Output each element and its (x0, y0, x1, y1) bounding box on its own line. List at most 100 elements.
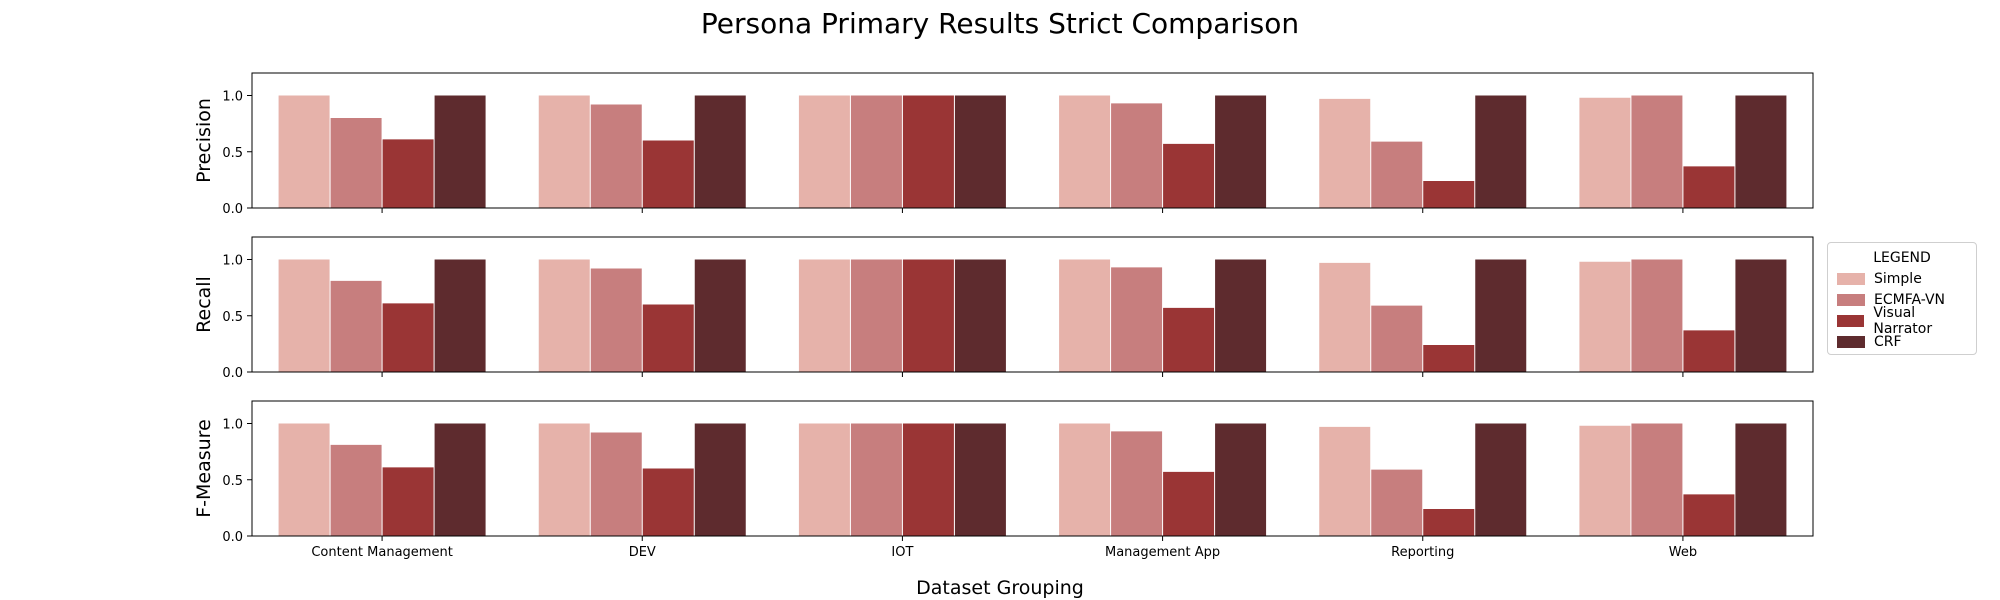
bar-recall-dev-ecmfa-vn (590, 268, 642, 372)
bar-f-measure-content-management-ecmfa-vn (330, 444, 382, 536)
bar-f-measure-management-app-simple (1059, 423, 1111, 536)
bar-precision-web-visual-narrator (1683, 166, 1735, 208)
panel-frame-f-measure (251, 400, 1814, 537)
bar-recall-iot-simple (798, 259, 850, 372)
y-axis-label-f-measure: F-Measure (193, 419, 215, 518)
y-tick-label-precision-0-0: 0.0 (222, 202, 243, 217)
y-tick-label-recall-0-0: 0.0 (222, 366, 243, 381)
bar-f-measure-content-management-simple (278, 423, 330, 536)
x-axis-label: Dataset Grouping (916, 577, 1084, 599)
bar-precision-iot-crf (954, 95, 1006, 208)
bar-recall-management-app-simple (1059, 259, 1111, 372)
bar-f-measure-management-app-ecmfa-vn (1111, 431, 1163, 536)
bar-precision-management-app-ecmfa-vn (1111, 103, 1163, 208)
x-tick-label-iot: IOT (891, 545, 913, 560)
bar-precision-dev-crf (694, 95, 746, 208)
bar-precision-reporting-ecmfa-vn (1371, 141, 1423, 208)
bar-precision-iot-simple (798, 95, 850, 208)
legend-item-simple: Simple (1828, 268, 1976, 289)
bar-recall-content-management-crf (434, 259, 486, 372)
bar-recall-iot-ecmfa-vn (850, 259, 902, 372)
legend-title: LEGEND (1873, 250, 1931, 266)
bar-recall-content-management-ecmfa-vn (330, 280, 382, 372)
y-tick-label-f-measure-0-5: 0.5 (222, 474, 243, 489)
bar-recall-reporting-visual-narrator (1423, 345, 1475, 372)
chart-title: Persona Primary Results Strict Compariso… (701, 7, 1299, 40)
legend-label-ecmfa-vn: ECMFA-VN (1874, 291, 1946, 308)
legend-item-visual-narrator: Visual Narrator (1828, 305, 1976, 337)
bar-f-measure-reporting-crf (1475, 423, 1527, 536)
panel-f-measure: 0.0 0.5 1.0 Content Management DEV IOT Managem… (193, 400, 1814, 560)
x-tick-label-reporting: Reporting (1391, 545, 1454, 560)
bar-f-measure-management-app-visual-narrator (1163, 471, 1215, 536)
x-tick-label-management-app: Management App (1105, 545, 1220, 560)
bar-precision-management-app-crf (1215, 95, 1267, 208)
bar-recall-content-management-visual-narrator (382, 303, 434, 372)
bar-precision-management-app-simple (1059, 95, 1111, 208)
x-tick-label-dev: DEV (629, 545, 656, 560)
bar-f-measure-dev-visual-narrator (642, 468, 694, 536)
bar-recall-management-app-visual-narrator (1163, 307, 1215, 372)
bar-recall-web-visual-narrator (1683, 330, 1735, 372)
bar-precision-reporting-simple (1319, 98, 1371, 208)
bar-f-measure-dev-ecmfa-vn (590, 432, 642, 536)
bar-precision-content-management-crf (434, 95, 486, 208)
bar-f-measure-reporting-simple (1319, 426, 1371, 536)
bar-precision-reporting-visual-narrator (1423, 181, 1475, 208)
bar-precision-reporting-crf (1475, 95, 1527, 208)
y-tick-label-recall-0-5: 0.5 (222, 310, 243, 325)
bar-f-measure-dev-crf (694, 423, 746, 536)
bar-f-measure-content-management-crf (434, 423, 486, 536)
bar-precision-dev-simple (538, 95, 590, 208)
bar-f-measure-iot-ecmfa-vn (850, 423, 902, 536)
legend-item-crf: CRF (1828, 331, 1976, 352)
bar-recall-iot-visual-narrator (902, 259, 954, 372)
bar-precision-content-management-visual-narrator (382, 139, 434, 208)
bar-f-measure-iot-visual-narrator (902, 423, 954, 536)
bar-f-measure-management-app-crf (1215, 423, 1267, 536)
bar-f-measure-web-visual-narrator (1683, 494, 1735, 536)
x-tick-label-web: Web (1669, 545, 1697, 560)
bar-recall-reporting-simple (1319, 262, 1371, 372)
panel-recall: 0.0 0.5 1.0 Recall (193, 236, 1814, 381)
panel-frame-precision (251, 72, 1814, 209)
bar-recall-web-crf (1735, 259, 1787, 372)
bar-f-measure-dev-simple (538, 423, 590, 536)
legend-item-ecmfa-vn: ECMFA-VN (1828, 289, 1976, 310)
bar-precision-iot-ecmfa-vn (850, 95, 902, 208)
bar-recall-web-simple (1579, 261, 1631, 372)
legend-swatch-ecmfa-vn (1837, 293, 1865, 306)
bar-f-measure-iot-crf (954, 423, 1006, 536)
bar-precision-management-app-visual-narrator (1163, 143, 1215, 208)
bar-f-measure-iot-simple (798, 423, 850, 536)
bar-recall-iot-crf (954, 259, 1006, 372)
bar-precision-web-simple (1579, 97, 1631, 208)
bar-precision-web-crf (1735, 95, 1787, 208)
bar-recall-dev-crf (694, 259, 746, 372)
legend-swatch-simple (1837, 272, 1865, 285)
bar-f-measure-reporting-visual-narrator (1423, 509, 1475, 536)
bar-recall-content-management-simple (278, 259, 330, 372)
legend-label-visual-narrator: Visual Narrator (1873, 304, 1933, 337)
bar-precision-iot-visual-narrator (902, 95, 954, 208)
y-axis-label-precision: Precision (193, 98, 215, 183)
bar-recall-management-app-crf (1215, 259, 1267, 372)
x-tick-label-content-management: Content Management (311, 545, 452, 560)
chart-panels: 0.0 0.5 1.0 Precision 0.0 0.5 1.0 Recall 0.0 0.5 1… (193, 72, 1814, 560)
bar-recall-dev-simple (538, 259, 590, 372)
bar-precision-dev-ecmfa-vn (590, 104, 642, 208)
y-tick-label-f-measure-1-0: 1.0 (222, 418, 243, 433)
panel-frame-recall (251, 236, 1814, 373)
bar-f-measure-reporting-ecmfa-vn (1371, 469, 1423, 536)
bar-precision-dev-visual-narrator (642, 140, 694, 208)
bar-precision-content-management-simple (278, 95, 330, 208)
bar-recall-reporting-crf (1475, 259, 1527, 372)
bar-f-measure-web-ecmfa-vn (1631, 423, 1683, 536)
bar-f-measure-web-simple (1579, 425, 1631, 536)
y-tick-label-f-measure-0-0: 0.0 (222, 530, 243, 545)
legend: LEGEND Simple ECMFA-VN Visual Narrator C… (1827, 242, 1977, 355)
legend-label-crf: CRF (1874, 333, 1902, 350)
legend-swatch-visual-narrator (1837, 314, 1865, 327)
bar-precision-web-ecmfa-vn (1631, 95, 1683, 208)
y-tick-label-recall-1-0: 1.0 (222, 254, 243, 269)
